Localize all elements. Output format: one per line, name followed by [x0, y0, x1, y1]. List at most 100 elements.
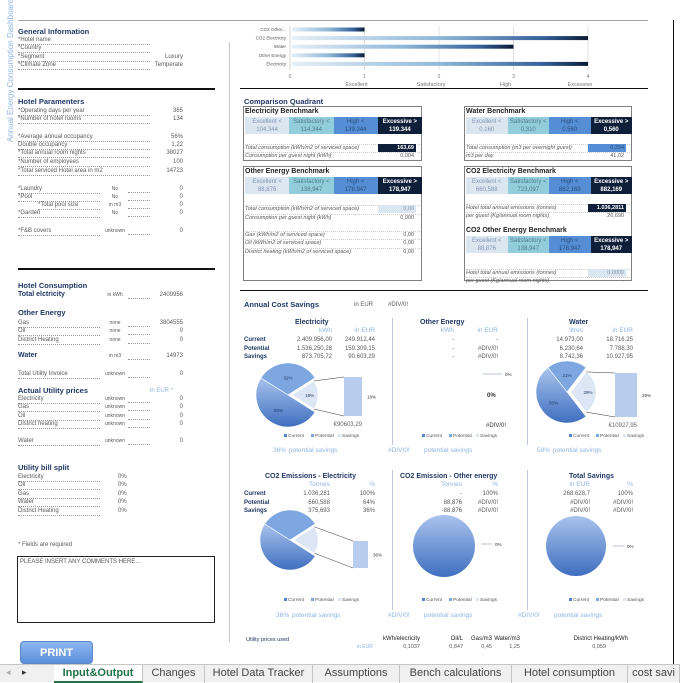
level-threshold: 104.344	[256, 127, 278, 133]
column-header: %	[492, 481, 498, 488]
cell-value: 1.036,281	[303, 491, 330, 497]
field-unit: unknown	[104, 371, 125, 377]
legend-swatch	[449, 434, 452, 437]
benchmark-level-excellent: Excellent < 88,876	[466, 236, 508, 253]
row-label: Total consumption (kWh/m2 of serviced sp…	[245, 206, 360, 212]
field-label: Total Utility Invoice	[18, 370, 100, 379]
tab-hotel-consumption[interactable]: Hotel consumption	[512, 665, 628, 683]
level-label: Satisfactory <	[509, 119, 547, 125]
tab-cost-savi[interactable]: cost savi	[628, 665, 680, 683]
field-value[interactable]: 0	[179, 413, 183, 419]
row-label: Potential	[244, 345, 270, 352]
legend-item-potential: Potential	[311, 598, 334, 603]
field-label: *F&B covers	[18, 227, 100, 236]
divider	[392, 470, 393, 610]
cell-value: #DIV/0!	[569, 508, 590, 514]
level-threshold: 88,876	[477, 246, 496, 252]
field-value[interactable]: 134	[172, 116, 183, 122]
cell-value: 14.973,00	[556, 337, 583, 343]
scroll-right-icon[interactable]: ▸	[22, 667, 27, 677]
cell-value: 100%	[482, 491, 498, 497]
field-value[interactable]: 1,22	[171, 142, 183, 148]
field-value[interactable]: 0	[179, 328, 183, 334]
field-value[interactable]: 100	[172, 159, 183, 165]
row-label: Potential	[244, 499, 270, 506]
footer-text: potential savings	[292, 612, 341, 619]
legend-item-potential: Potential	[311, 434, 334, 439]
field-value[interactable]: 0	[179, 210, 183, 216]
level-label: Satisfactory <	[509, 238, 547, 244]
price-value: 0,45	[481, 644, 492, 650]
benchmark-title: Water Benchmark	[466, 108, 526, 115]
benchmark-level-excessive: Excessive > 139.344	[377, 117, 422, 134]
print-button[interactable]: PRINT	[20, 641, 93, 664]
connector-line	[586, 371, 616, 374]
pie-slice-savings	[291, 380, 319, 410]
bar-label: 36%	[373, 553, 382, 558]
tab-bench-calculations[interactable]: Bench calculations	[400, 665, 512, 683]
connector-line	[314, 526, 354, 542]
field-value[interactable]: 365	[172, 108, 183, 114]
field-value[interactable]: 0	[179, 421, 183, 427]
divider	[240, 290, 648, 291]
field-label: District Heating	[18, 507, 100, 516]
pie-label: 0%	[487, 393, 496, 399]
tab-changes[interactable]: Changes	[143, 665, 205, 683]
field-value[interactable]: 14723	[166, 168, 183, 174]
legend-item-savings: Savings	[623, 598, 644, 603]
comments-box[interactable]: PLEASE INSERT ANY COMMENTS HERE...	[17, 556, 215, 623]
field-value[interactable]: 0	[179, 337, 183, 343]
benchmark-row: Hotel total annual emissions (tonnes) 0,0…	[466, 269, 630, 277]
benchmark-level-satisfactory: Satisfactory < 138,947	[289, 177, 334, 194]
cell-value: -88,876	[441, 508, 462, 514]
field-value[interactable]: 0	[179, 404, 183, 410]
field-blank	[128, 291, 150, 299]
divider	[673, 20, 674, 664]
level-threshold: 138,947	[300, 187, 323, 193]
field-value[interactable]: 0	[179, 438, 183, 444]
field-label: *Operating days per year	[18, 107, 150, 116]
tab-input-output[interactable]: Input&Output	[54, 665, 143, 683]
cell-value: -	[452, 345, 454, 352]
field-value[interactable]: 3804555	[159, 320, 183, 326]
cell-value: 268.628,7	[563, 491, 590, 497]
field-value[interactable]: 2409956	[159, 292, 183, 298]
benchmark-box: Water Benchmark Excellent < 0,160 Satisfact…	[464, 106, 632, 161]
cell-value: -	[496, 337, 498, 343]
benchmark-level-excellent: Excellent < 660,588	[466, 177, 508, 194]
benchmark-row: per guest (Kg/annual room nights) -	[466, 277, 630, 284]
cell-value: #DIV/0!	[477, 345, 498, 352]
row-label: Current	[244, 337, 266, 343]
benchmark-box: Other Energy Benchmark Excellent < 88,876 S…	[243, 166, 422, 281]
level-label: Excessive >	[382, 179, 417, 185]
tab-hotel-data-tracker[interactable]: Hotel Data Tracker	[205, 665, 313, 683]
cell-value: 660,588	[308, 499, 330, 506]
field-blank	[128, 370, 150, 378]
field-unit: No	[111, 194, 119, 200]
column-header: %	[369, 481, 375, 488]
legend-item-savings: Savings	[476, 598, 497, 603]
field-value[interactable]: Luxury	[164, 54, 183, 60]
field-value[interactable]: 0	[179, 194, 183, 200]
benchmark-level-satisfactory: Satisfactory < 723,097	[507, 177, 549, 194]
field-value[interactable]: 38027	[166, 150, 183, 156]
field-label: Electricity	[18, 395, 100, 404]
legend-label: Savings	[480, 598, 498, 603]
field-value[interactable]: 0	[179, 202, 183, 208]
benchmark-level-high: High < 178,947	[333, 177, 378, 194]
level-label: Excessive >	[382, 119, 417, 125]
scroll-left-icon[interactable]: ◂	[6, 667, 11, 677]
footer-percent: #DIV/0!	[518, 612, 540, 619]
legend-item-savings: Savings	[476, 434, 497, 439]
field-value[interactable]: 14973	[166, 353, 183, 359]
savings-title: Annual Cost Savings	[244, 300, 320, 309]
field-value[interactable]: 0	[179, 396, 183, 402]
callout-value: €10927,95	[609, 423, 638, 429]
field-value[interactable]: Temperate	[154, 62, 183, 68]
benchmark-box: Electricity Benchmark Excellent < 104.344 S…	[243, 106, 422, 161]
field-value[interactable]: 0	[179, 371, 183, 377]
field-value[interactable]: 56%	[170, 134, 183, 140]
field-value[interactable]: 0	[179, 228, 183, 234]
tab-assumptions[interactable]: Assumptions	[313, 665, 400, 683]
field-value[interactable]: 0	[179, 186, 183, 192]
